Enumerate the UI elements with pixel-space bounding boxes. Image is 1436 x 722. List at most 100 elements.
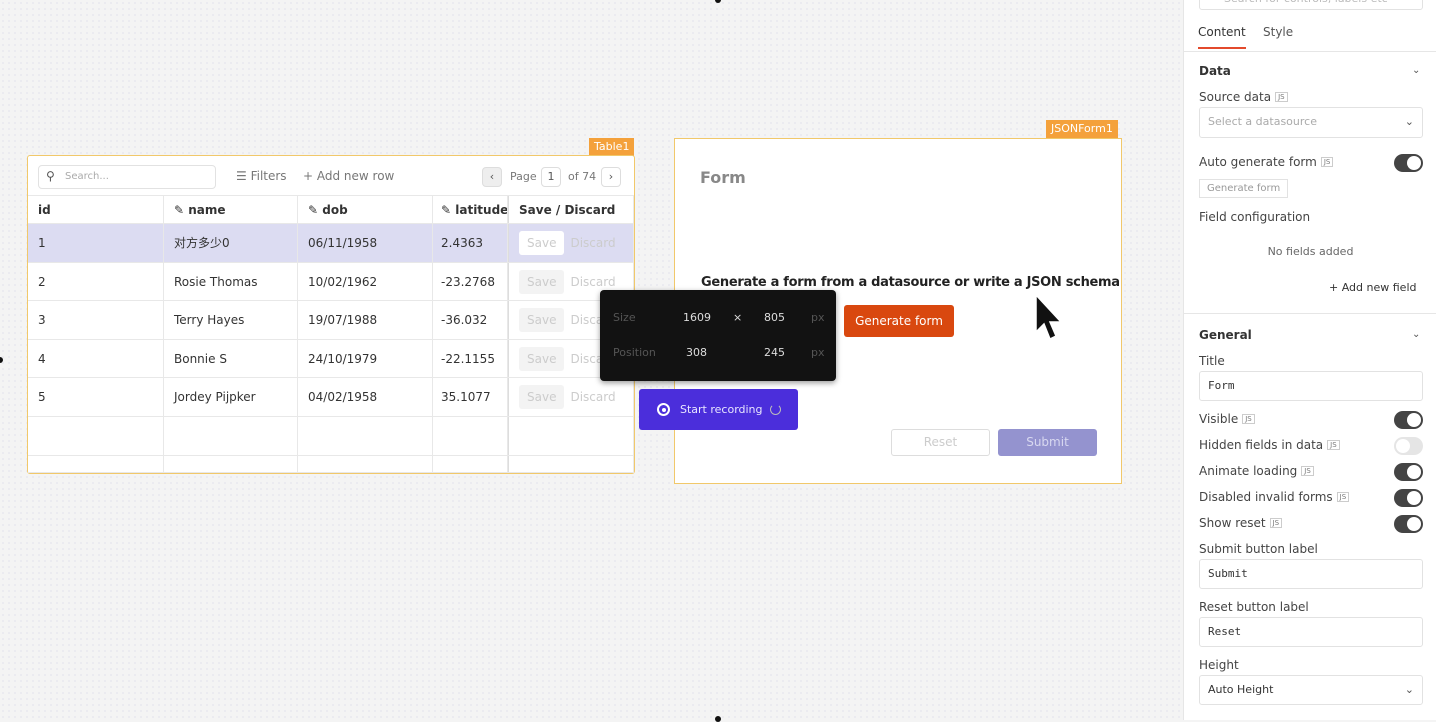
table-cell[interactable]: -22.1155 <box>433 339 508 378</box>
chevron-down-icon[interactable]: ⌄ <box>1412 329 1421 340</box>
filters-button[interactable]: ☰ Filters <box>236 169 287 183</box>
table-cell[interactable]: 35.1077 <box>433 378 508 416</box>
js-toggle-icon[interactable]: JS <box>1327 440 1340 450</box>
page-number-input[interactable]: 1 <box>541 167 561 187</box>
tab-style[interactable]: Style <box>1263 25 1294 39</box>
chevron-down-icon: ⌄ <box>1404 115 1414 128</box>
table-cell[interactable]: Save Discard <box>508 224 634 262</box>
table-cell <box>164 417 298 455</box>
x-value[interactable]: 308 <box>686 346 707 359</box>
js-toggle-icon[interactable]: JS <box>1242 414 1255 424</box>
js-toggle-icon[interactable]: JS <box>1336 492 1350 502</box>
selection-handle[interactable] <box>715 716 721 722</box>
height-value[interactable]: 805 <box>764 311 785 324</box>
table-cell <box>508 417 634 455</box>
column-header-latitude[interactable]: ✎ latitude <box>433 196 508 223</box>
table-cell[interactable]: 10/02/1962 <box>298 262 433 301</box>
chevron-down-icon[interactable]: ⌄ <box>1412 65 1421 76</box>
empty-table-row <box>28 455 634 473</box>
table-cell[interactable]: Bonnie S <box>164 339 298 378</box>
save-row-button[interactable]: Save <box>519 346 565 371</box>
show-reset-label: Show reset JS <box>1199 516 1283 530</box>
table-row[interactable]: 1 对方多少0 06/11/1958 2.4363 Save Discard <box>28 224 634 263</box>
auto-generate-toggle[interactable] <box>1394 154 1423 172</box>
height-select[interactable]: Auto Height ⌄ <box>1199 675 1423 705</box>
section-general[interactable]: General <box>1199 328 1252 342</box>
table-row[interactable]: 5 Jordey Pijpker 04/02/1958 35.1077 Save Disc… <box>28 378 634 417</box>
table-cell[interactable]: 04/02/1958 <box>298 378 433 416</box>
show-reset-toggle[interactable] <box>1394 515 1423 533</box>
table-row[interactable]: 3 Terry Hayes 19/07/1988 -36.032 Save Discard <box>28 301 634 340</box>
table-cell[interactable]: 06/11/1958 <box>298 224 433 262</box>
table-cell[interactable]: 1 <box>28 224 164 262</box>
table-cell[interactable]: 5 <box>28 378 164 416</box>
form-widget-label[interactable]: JSONForm1 <box>1046 120 1118 138</box>
js-toggle-icon[interactable]: JS <box>1301 466 1314 476</box>
start-recording-button[interactable]: Start recording <box>639 389 798 430</box>
animate-toggle[interactable] <box>1394 463 1423 481</box>
reset-label-input[interactable]: Reset <box>1199 617 1423 647</box>
table-cell[interactable]: 对方多少0 <box>164 224 298 262</box>
disabled-invalid-toggle[interactable] <box>1394 489 1423 507</box>
hidden-fields-toggle[interactable] <box>1394 437 1423 455</box>
save-row-button[interactable]: Save <box>519 269 565 294</box>
js-toggle-icon[interactable]: JS <box>1275 92 1288 102</box>
reset-button[interactable]: Reset <box>891 429 990 456</box>
generate-form-button[interactable]: Generate form <box>844 305 954 337</box>
table-cell[interactable]: 2.4363 <box>433 224 508 262</box>
column-header-id[interactable]: id <box>28 196 164 223</box>
table-cell[interactable]: 19/07/1988 <box>298 301 433 339</box>
table-cell[interactable]: -23.2768 <box>433 262 508 301</box>
title-label: Title <box>1199 354 1225 368</box>
submit-label-input[interactable]: Submit <box>1199 559 1423 589</box>
table-cell[interactable]: -36.032 <box>433 301 508 339</box>
divider <box>1184 51 1436 52</box>
table-cell[interactable]: 2 <box>28 262 164 301</box>
times-sign: × <box>733 311 743 324</box>
table-cell[interactable]: 24/10/1979 <box>298 339 433 378</box>
table-cell[interactable]: Rosie Thomas <box>164 262 298 301</box>
save-row-button[interactable]: Save <box>519 308 565 333</box>
save-row-button[interactable]: Save <box>519 385 565 410</box>
js-toggle-icon[interactable]: JS <box>1269 518 1283 528</box>
save-row-button[interactable]: Save <box>519 231 565 255</box>
selection-handle[interactable] <box>0 357 3 363</box>
table-widget-label[interactable]: Table1 <box>589 138 635 156</box>
discard-row-button[interactable]: Discard <box>570 390 616 405</box>
add-new-row-button[interactable]: + Add new row <box>303 169 394 183</box>
property-pane: Search for controls, labels etc Content … <box>1183 0 1436 720</box>
submit-button[interactable]: Submit <box>998 429 1097 456</box>
table-cell[interactable]: Jordey Pijpker <box>164 378 298 416</box>
column-header-name[interactable]: ✎ name <box>164 196 298 223</box>
source-data-select[interactable]: Select a datasource ⌄ <box>1199 107 1423 138</box>
table-cell[interactable]: 3 <box>28 301 164 339</box>
edit-icon: ✎ <box>441 203 452 217</box>
table-cell[interactable]: 4 <box>28 339 164 378</box>
add-new-field-button[interactable]: + Add new field <box>1329 281 1416 294</box>
table-row[interactable]: 2 Rosie Thomas 10/02/1962 -23.2768 Save Disca… <box>28 262 634 302</box>
prev-page-button[interactable]: ‹ <box>482 167 502 187</box>
section-data[interactable]: Data <box>1199 64 1231 78</box>
unit-label: px <box>811 311 825 324</box>
y-value[interactable]: 245 <box>764 346 785 359</box>
tab-content[interactable]: Content <box>1198 25 1246 49</box>
column-header-dob[interactable]: ✎ dob <box>298 196 433 223</box>
title-input[interactable]: Form <box>1199 371 1423 401</box>
js-toggle-icon[interactable]: JS <box>1320 157 1334 167</box>
table-cell[interactable]: Save Discard <box>508 378 634 416</box>
visible-toggle[interactable] <box>1394 411 1423 429</box>
property-search-input[interactable]: Search for controls, labels etc <box>1199 0 1423 10</box>
page-label: Page <box>510 170 537 183</box>
table-cell[interactable]: Terry Hayes <box>164 301 298 339</box>
table-widget[interactable]: ⚲ Search... ☰ Filters + Add new row ‹ Pa… <box>27 155 635 474</box>
table-search-input[interactable]: ⚲ Search... <box>38 165 216 189</box>
generate-form-panel-button[interactable]: Generate form <box>1199 179 1289 198</box>
table-row[interactable]: 4 Bonnie S 24/10/1979 -22.1155 Save Discard <box>28 339 634 379</box>
next-page-button[interactable]: › <box>601 167 621 187</box>
table-cell[interactable]: Save Discard <box>508 262 634 301</box>
discard-row-button[interactable]: Discard <box>570 236 616 250</box>
discard-row-button[interactable]: Discard <box>570 274 616 289</box>
no-fields-message: No fields added <box>1267 245 1354 258</box>
width-value[interactable]: 1609 <box>683 311 711 324</box>
selection-handle[interactable] <box>715 0 721 3</box>
